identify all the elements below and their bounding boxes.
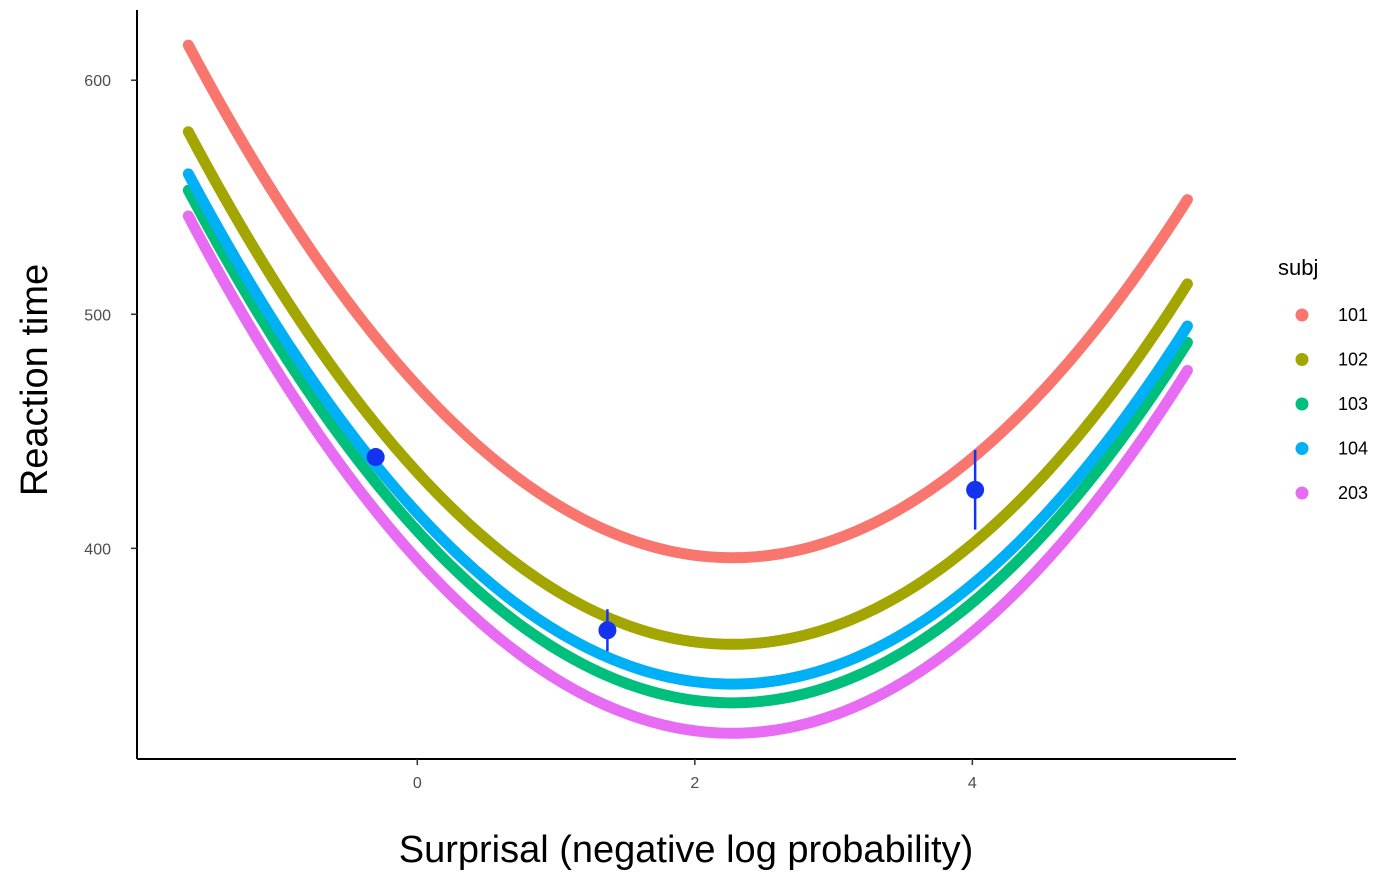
curve-subj-203 [182,210,1193,739]
y-tick-label: 400 [84,541,111,558]
x-tick-label: 2 [690,775,699,792]
legend-key-104 [1295,442,1309,455]
x-axis-title: Surprisal (negative log probability) [399,829,974,871]
legend-key-203 [1295,486,1309,500]
curve-subj-103 [182,184,1193,709]
x-tick-label: 0 [413,775,422,792]
legend-key-103 [1295,397,1309,411]
data-points [366,448,985,652]
data-point [366,448,385,467]
legend-key-102 [1295,353,1309,366]
fitted-curves [182,39,1193,739]
legend-label-101: 101 [1338,305,1368,325]
y-tick-label: 500 [84,307,111,324]
y-ticks: 400 500 600 [84,73,137,558]
legend-label-203: 203 [1338,483,1368,503]
legend-items: 101 102 103 104 203 [1295,305,1368,503]
legend-label-103: 103 [1338,394,1368,414]
y-axis-title: Reaction time [14,264,56,496]
x-tick-label: 4 [968,775,977,792]
y-tick-label: 600 [84,73,111,90]
legend-label-104: 104 [1338,439,1368,459]
legend-title: subj [1278,255,1318,280]
legend: subj 101 102 103 104 203 [1278,255,1368,503]
axes [136,10,1236,760]
curve-subj-102 [182,126,1193,650]
data-point [598,621,617,640]
data-point [966,480,985,499]
curve-subj-104 [182,168,1193,690]
x-ticks: 0 2 4 [413,759,977,792]
legend-key-101 [1295,308,1309,322]
legend-label-102: 102 [1338,350,1368,370]
curve-subj-101 [182,39,1193,564]
